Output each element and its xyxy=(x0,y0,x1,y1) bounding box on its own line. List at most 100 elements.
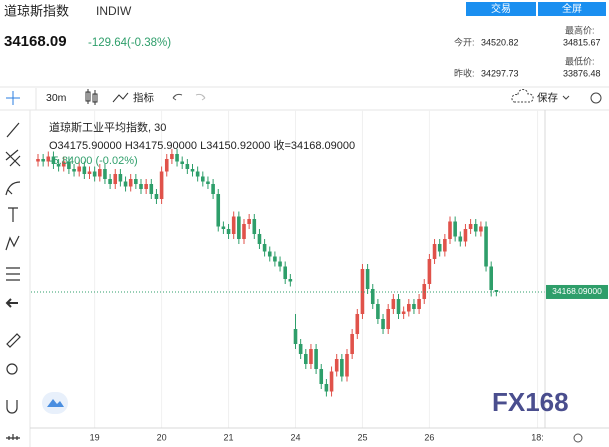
candle-body xyxy=(417,299,421,309)
candle-body xyxy=(118,174,123,182)
candle-body xyxy=(46,156,51,162)
candle-body xyxy=(453,221,457,237)
hide-drawings-icon[interactable] xyxy=(47,399,64,407)
candle-body xyxy=(288,279,293,282)
candle-body xyxy=(226,229,231,234)
candle-body xyxy=(61,161,66,167)
x-tick-label: 25 xyxy=(357,432,367,442)
trade-button-label[interactable]: 交易 xyxy=(491,2,511,15)
indicator-icon[interactable] xyxy=(112,92,129,103)
candle-body xyxy=(334,359,339,372)
axis-settings-button[interactable] xyxy=(573,433,583,443)
brush-tool[interactable] xyxy=(5,181,21,196)
candle-body xyxy=(401,311,406,314)
price-change: -129.64(-0.38%) xyxy=(88,37,171,49)
candle-body xyxy=(123,181,128,187)
candle-body xyxy=(329,371,334,392)
plot-area xyxy=(31,110,545,428)
candle-body xyxy=(139,184,143,189)
cloud-icon[interactable] xyxy=(511,88,534,103)
instrument-code: INDIW xyxy=(96,4,132,18)
candle-body xyxy=(41,159,45,162)
measure-tool[interactable] xyxy=(6,333,21,348)
candle-body xyxy=(170,154,174,159)
trend-line-tool[interactable] xyxy=(6,122,20,138)
watermark: FX168 xyxy=(492,387,569,417)
interval-selector[interactable]: 30m xyxy=(46,92,67,104)
change-legend: -5.84000 (-0.02%) xyxy=(49,155,138,167)
x-tick-label: 20 xyxy=(157,432,167,442)
candle-body xyxy=(396,299,401,314)
candle-body xyxy=(56,164,61,167)
candle-body xyxy=(231,216,236,234)
fib-tool[interactable] xyxy=(5,149,21,167)
lock-tool[interactable] xyxy=(6,434,20,440)
candle-body xyxy=(494,290,499,292)
candle-body xyxy=(386,309,390,329)
candle-body xyxy=(381,319,385,329)
candle-body xyxy=(350,334,354,354)
candle-body xyxy=(376,304,380,319)
candle-body xyxy=(113,174,118,184)
candle-body xyxy=(273,256,277,262)
save-button[interactable]: 保存 xyxy=(537,91,558,104)
candle-body xyxy=(175,154,179,162)
candle-body xyxy=(237,216,241,239)
candle-body xyxy=(489,266,493,291)
save-dropdown[interactable] xyxy=(562,95,570,100)
chart-type-button[interactable] xyxy=(85,89,98,105)
pattern-tool[interactable] xyxy=(5,235,20,251)
candle-body xyxy=(427,259,432,284)
candle-body xyxy=(154,194,159,199)
settings-button[interactable] xyxy=(590,92,602,104)
crosshair-tool[interactable] xyxy=(6,91,20,105)
stat-value: 34815.67 xyxy=(563,37,601,47)
candle-body xyxy=(324,384,329,392)
stat-label: 昨收: xyxy=(454,67,475,78)
zoom-tool[interactable] xyxy=(6,363,18,375)
undo-button[interactable] xyxy=(172,93,183,101)
candle-body xyxy=(257,234,262,244)
candle-body xyxy=(144,184,148,189)
candle-body xyxy=(314,349,318,369)
price-label-box xyxy=(546,284,608,299)
candle-body xyxy=(309,349,313,364)
fullscreen-button-label[interactable]: 全屏 xyxy=(562,2,582,15)
series-title: 道琼斯工业平均指数, 30 xyxy=(49,120,166,134)
candle-body xyxy=(293,329,298,344)
candle-body xyxy=(247,219,251,224)
back-tool[interactable] xyxy=(5,298,18,308)
candle-body xyxy=(82,166,87,174)
candle-body xyxy=(298,344,303,354)
candle-body xyxy=(252,219,257,234)
candle-body xyxy=(221,226,226,229)
x-tick-label: 18: xyxy=(531,432,544,442)
prediction-tool[interactable] xyxy=(6,267,20,281)
candle-body xyxy=(407,304,411,312)
candle-body xyxy=(267,251,272,257)
candle-body xyxy=(36,159,40,162)
candle-body xyxy=(365,269,370,289)
x-tick-label: 24 xyxy=(290,432,300,442)
candle-body xyxy=(206,181,210,184)
candle-body xyxy=(468,224,473,229)
magnet-tool[interactable] xyxy=(6,400,18,414)
x-tick-label: 26 xyxy=(424,432,434,442)
ohlc-legend: O34175.90000 H34175.90000 L34150.92000 收… xyxy=(49,138,355,152)
x-tick-label: 19 xyxy=(90,432,100,442)
trade-button[interactable] xyxy=(466,2,536,16)
candle-body xyxy=(262,244,267,252)
candle-body xyxy=(92,171,97,177)
price-label: 34168.09000 xyxy=(552,286,602,296)
stat-label: 最高价: xyxy=(565,24,595,35)
candle-body xyxy=(149,184,154,194)
redo-button[interactable] xyxy=(195,93,206,101)
candle-body xyxy=(128,179,133,187)
indicator-button[interactable]: 指标 xyxy=(133,91,154,104)
candle-body xyxy=(51,156,56,164)
fullscreen-button[interactable] xyxy=(538,2,606,16)
candle-body xyxy=(87,171,92,174)
text-tool[interactable] xyxy=(8,207,18,222)
candle-body xyxy=(283,266,287,279)
candle-body xyxy=(370,289,375,304)
